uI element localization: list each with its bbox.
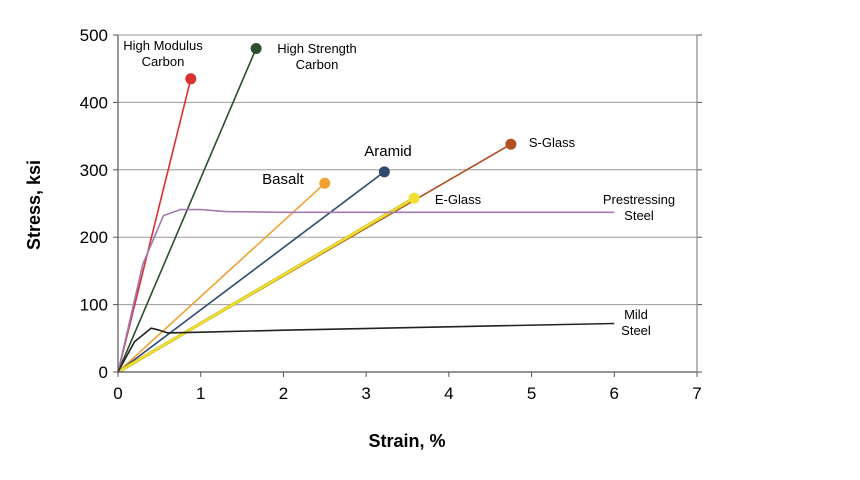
series-line-mild-steel (117, 322, 615, 373)
y-tick-label: 0 (99, 363, 108, 382)
axes (113, 34, 702, 377)
series-endpoint-high-modulus-carbon (185, 73, 197, 85)
series-endpoint-s-glass (505, 138, 517, 150)
y-tick-label: 300 (80, 161, 108, 180)
x-axis-title: Strain, % (368, 431, 445, 451)
series-line-prestressing-steel (117, 208, 615, 373)
series-label-high-strength-carbon: High Strength Carbon (277, 41, 357, 72)
series-line-basalt (117, 182, 326, 373)
series-line-high-modulus-carbon (117, 78, 192, 373)
x-tick-label: 1 (196, 384, 205, 403)
x-tick-label: 7 (692, 384, 701, 403)
series-line-e-glass (117, 197, 415, 373)
y-tick-label: 500 (80, 26, 108, 45)
series-label-prestressing-steel: Prestressing Steel (603, 192, 675, 223)
y-tick-label: 100 (80, 296, 108, 315)
series-endpoint-high-strength-carbon (250, 42, 262, 54)
y-tick-label: 200 (80, 228, 108, 247)
y-tick-label: 400 (80, 93, 108, 112)
x-tick-label: 4 (444, 384, 453, 403)
series-label-s-glass: S-Glass (529, 135, 576, 150)
x-tick-label: 6 (610, 384, 619, 403)
x-tick-label: 3 (361, 384, 370, 403)
series-label-mild-steel: Mild Steel (621, 307, 651, 338)
series-endpoint-aramid (378, 166, 390, 178)
x-tick-label: 5 (527, 384, 536, 403)
x-tick-label: 2 (279, 384, 288, 403)
series-label-aramid: Aramid (364, 143, 412, 160)
gridlines (118, 34, 697, 306)
y-axis-title: Stress, ksi (24, 160, 44, 250)
series-label-high-modulus-carbon: High Modulus Carbon (123, 38, 203, 69)
series-labels: High Modulus Carbon High Strength Carbon Bas… (123, 38, 675, 338)
tick-labels: 0 100 200 300 400 500 0 1 2 3 4 5 6 7 (80, 26, 702, 403)
x-tick-label: 0 (113, 384, 122, 403)
series-layer (117, 42, 615, 374)
series-endpoint-basalt (319, 177, 331, 189)
series-endpoint-e-glass (408, 192, 420, 204)
series-label-basalt: Basalt (262, 171, 305, 188)
series-label-e-glass: E-Glass (435, 192, 482, 207)
series-line-aramid (117, 171, 385, 373)
